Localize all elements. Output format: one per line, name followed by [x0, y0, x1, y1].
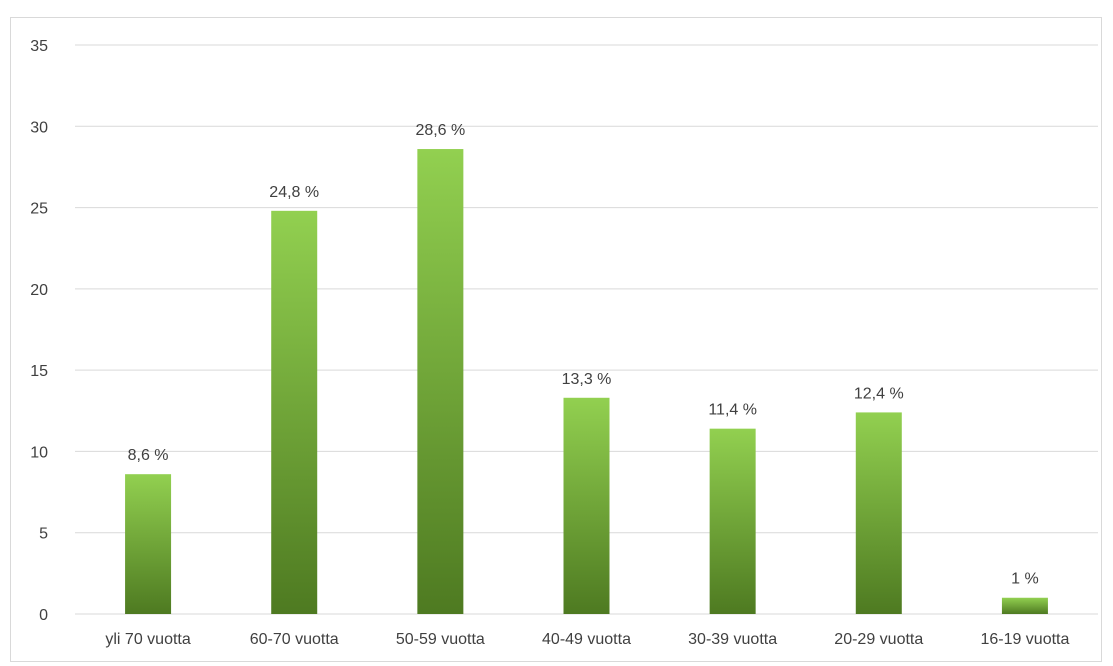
data-label-2: 28,6 %: [415, 122, 465, 139]
bar-5: [855, 412, 902, 614]
bar-1: [271, 210, 318, 614]
bar-6: [1001, 597, 1048, 614]
y-tick-label: 25: [30, 201, 48, 218]
y-tick-label: 0: [39, 607, 48, 624]
bars: [125, 149, 1048, 614]
x-tick-label-0: yli 70 vuotta: [105, 631, 190, 648]
bar-2: [417, 149, 464, 614]
data-label-0: 8,6 %: [128, 447, 169, 464]
y-tick-label: 5: [39, 526, 48, 543]
x-axis-ticks: yli 70 vuotta 60-70 vuotta 50-59 vuotta 40-…: [105, 631, 1069, 648]
x-tick-label-6: 16-19 vuotta: [980, 631, 1069, 648]
data-label-3: 13,3 %: [562, 371, 612, 388]
x-tick-label-5: 20-29 vuotta: [834, 631, 923, 648]
chart-area: [10, 17, 1102, 662]
y-tick-label: 30: [30, 119, 48, 136]
data-label-4: 11,4 %: [708, 402, 757, 419]
data-label-5: 12,4 %: [854, 385, 904, 402]
x-tick-label-3: 40-49 vuotta: [542, 631, 631, 648]
gridlines: [75, 44, 1098, 615]
data-labels: 8,6 % 24,8 % 28,6 % 13,3 % 11,4 % 12,4 % 1 %: [128, 122, 1039, 588]
bar-3: [563, 397, 610, 614]
y-tick-label: 15: [30, 363, 48, 380]
x-tick-label-1: 60-70 vuotta: [250, 631, 339, 648]
data-label-6: 1 %: [1011, 571, 1039, 588]
y-tick-label: 20: [30, 282, 48, 299]
x-tick-label-2: 50-59 vuotta: [396, 631, 485, 648]
bar-4: [709, 428, 756, 614]
y-axis-ticks: 0 5 10 15 20 25 30 35: [30, 38, 48, 624]
y-tick-label: 10: [30, 444, 48, 461]
bar-0: [125, 474, 172, 614]
data-label-1: 24,8 %: [269, 184, 319, 201]
x-tick-label-4: 30-39 vuotta: [688, 631, 777, 648]
y-tick-label: 35: [30, 38, 48, 55]
